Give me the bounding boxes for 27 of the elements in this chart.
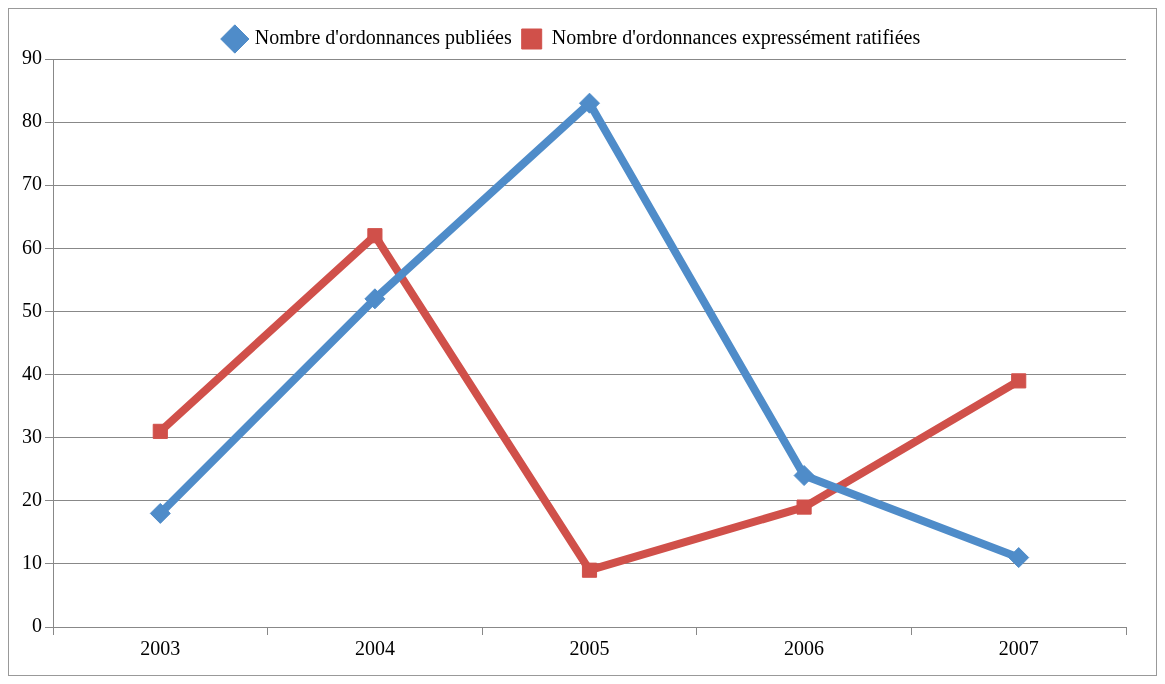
x-tick-label: 2003 [140,637,181,660]
legend-label: Nombre d'ordonnances publiées [254,26,512,50]
y-tick-label: 50 [22,298,42,321]
legend-label: Nombre d'ordonnances expressément ratifiées [551,26,921,50]
point [796,499,812,515]
point [149,502,171,524]
x-tick-label: 2006 [784,637,825,660]
x-tick-label: 2004 [354,637,395,660]
point [367,228,383,244]
point [793,465,815,487]
y-tick-label: 40 [22,361,42,384]
y-tick-label: 90 [22,46,42,69]
point [364,288,386,310]
x-tick-label: 2007 [998,637,1039,660]
x-tick-label: 2005 [569,637,610,660]
point [1008,547,1030,569]
y-tick-label: 60 [22,235,42,258]
y-tick-label: 30 [22,424,42,447]
point [581,562,598,578]
y-tick-label: 20 [22,488,42,511]
point [1011,373,1027,389]
point [152,423,168,439]
y-tick-label: 80 [22,109,42,132]
y-tick-label: 70 [22,172,42,195]
y-tick-label: 10 [22,551,42,574]
point [579,92,600,114]
y-tick-label: 0 [32,614,42,637]
